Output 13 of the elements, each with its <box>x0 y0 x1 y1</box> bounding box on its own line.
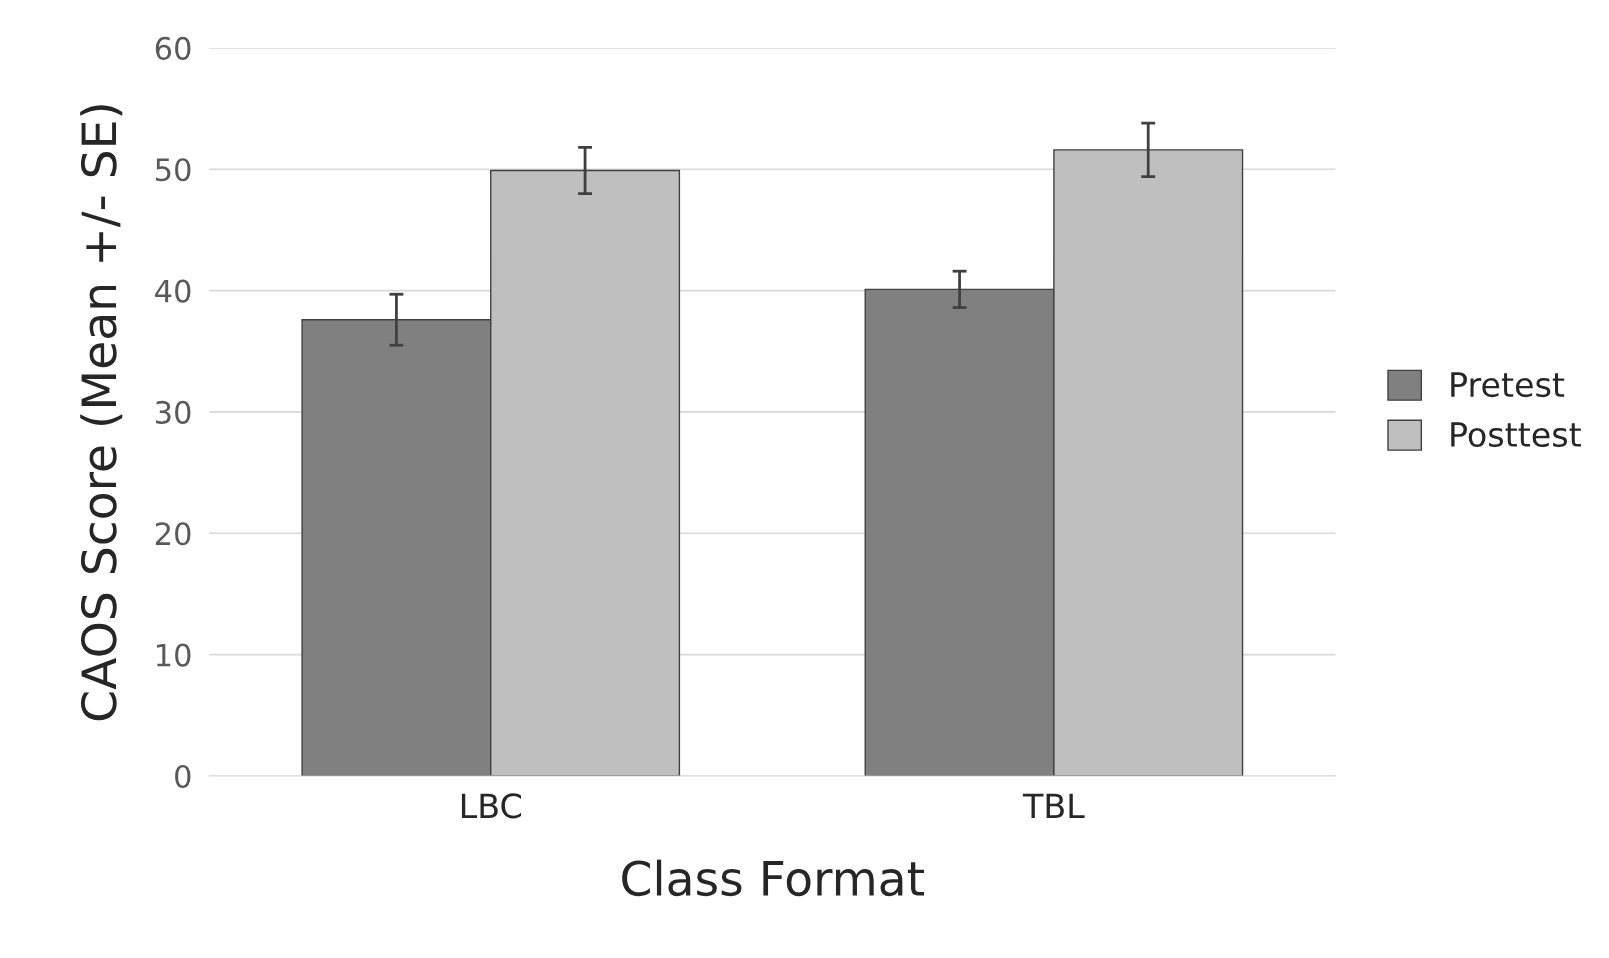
x-tick-label: TBL <box>1022 793 1085 818</box>
y-tick-label: 20 <box>155 522 191 546</box>
x-axis-title: Class Format <box>622 859 925 897</box>
x-tick-label: LBC <box>461 793 521 819</box>
legend-label: Posttest <box>1451 422 1581 448</box>
y-axis-title: CAOS Score (Mean +/- SE) <box>80 105 123 721</box>
y-tick-label: 10 <box>156 643 191 667</box>
y-tick-label: 30 <box>155 400 191 424</box>
y-tick-label: 40 <box>155 279 191 303</box>
y-tick-label: 0 <box>175 764 191 789</box>
y-tick-label: 60 <box>155 36 191 60</box>
y-tick-label: 50 <box>155 158 191 182</box>
legend-label: Pretest <box>1451 372 1565 398</box>
